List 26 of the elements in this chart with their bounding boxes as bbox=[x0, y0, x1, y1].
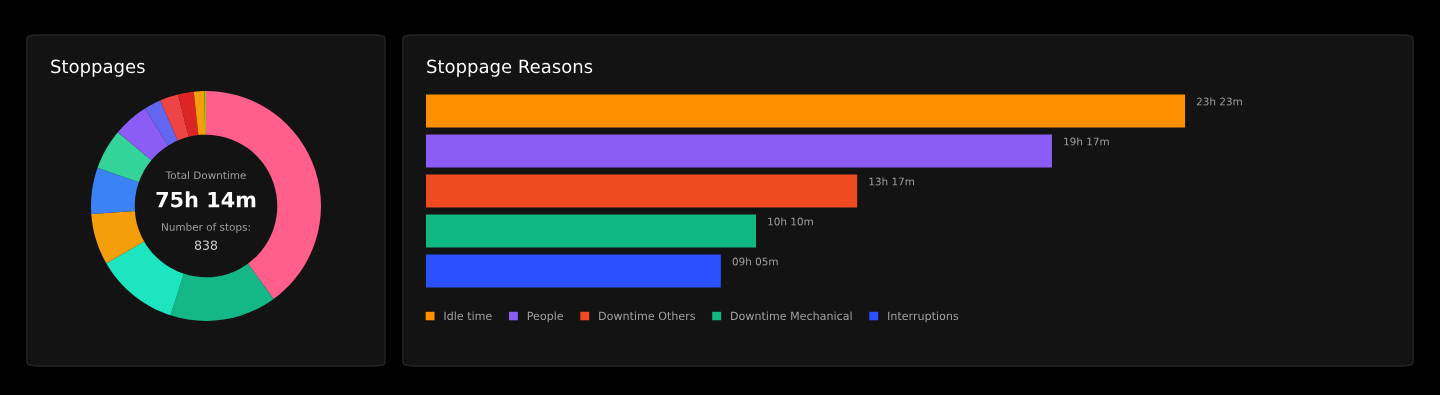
text: 838 bbox=[194, 240, 218, 250]
data-label: 23h 23m bbox=[1196, 97, 1242, 106]
legend-label: Idle time bbox=[444, 311, 492, 321]
donut-slice bbox=[97, 132, 152, 183]
donut-slice bbox=[144, 100, 178, 146]
donut-slice bbox=[193, 91, 206, 136]
text: 75h 14m bbox=[156, 191, 256, 208]
donut-slice bbox=[178, 91, 199, 137]
donut-slice bbox=[91, 210, 145, 264]
data-label: 10h 10m bbox=[768, 217, 813, 226]
legend-label: Downtime Mechanical bbox=[731, 311, 852, 321]
donut-slice bbox=[117, 108, 169, 161]
donut-slice bbox=[170, 263, 274, 321]
data-label: 13h 17m bbox=[869, 177, 914, 186]
legend-label: Interruptions bbox=[888, 311, 959, 323]
donut-slice bbox=[160, 94, 189, 141]
data-label: 09h 05m bbox=[732, 257, 778, 266]
donut-slice bbox=[91, 167, 139, 214]
data-label: 19h 17m bbox=[1064, 137, 1109, 146]
text: Total Downtime bbox=[165, 171, 246, 180]
chart-title: Stoppages bbox=[51, 59, 145, 77]
legend-label: Downtime Others bbox=[599, 311, 695, 321]
chart-title: Stoppage Reasons bbox=[427, 59, 593, 77]
text: Number of stops: bbox=[162, 222, 250, 233]
legend-label: People bbox=[527, 311, 564, 323]
donut-slice bbox=[106, 241, 184, 316]
